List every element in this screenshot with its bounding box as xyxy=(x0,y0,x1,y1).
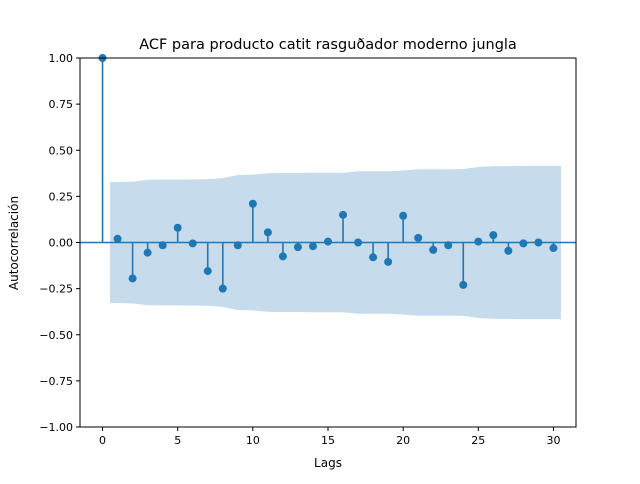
x-tick-label: 30 xyxy=(546,434,560,447)
x-tick-label: 0 xyxy=(99,434,106,447)
acf-point xyxy=(444,241,453,250)
acf-point xyxy=(369,253,378,262)
acf-point xyxy=(113,234,122,243)
acf-point xyxy=(263,228,272,237)
y-tick-label: −0.50 xyxy=(39,329,73,342)
acf-point xyxy=(218,284,227,293)
acf-point xyxy=(384,257,393,266)
acf-point xyxy=(188,239,197,248)
stem-layer xyxy=(98,54,558,293)
acf-point xyxy=(293,243,302,252)
acf-point xyxy=(308,242,317,251)
acf-point xyxy=(248,199,257,208)
acf-point xyxy=(354,238,363,247)
y-tick-label: 0.75 xyxy=(49,98,74,111)
y-tick-label: 0.50 xyxy=(49,144,74,157)
acf-point xyxy=(459,280,468,289)
acf-point xyxy=(429,245,438,254)
acf-point xyxy=(128,274,137,283)
x-tick-label: 20 xyxy=(396,434,410,447)
acf-point xyxy=(143,248,152,257)
y-tick-label: −0.25 xyxy=(39,283,73,296)
x-axis-label: Lags xyxy=(314,456,342,470)
acf-point xyxy=(158,241,167,250)
chart-title: ACF para producto catit rasguðador moder… xyxy=(139,37,517,53)
acf-point xyxy=(504,246,513,255)
acf-point xyxy=(549,244,558,253)
y-tick-label: −1.00 xyxy=(39,421,73,434)
acf-point xyxy=(534,238,543,247)
y-tick-label: −0.75 xyxy=(39,375,73,388)
x-tick-label: 25 xyxy=(471,434,485,447)
acf-point xyxy=(278,252,287,261)
y-tick-label: 0.25 xyxy=(49,190,74,203)
acf-point xyxy=(324,237,332,246)
acf-point xyxy=(489,231,498,240)
acf-point xyxy=(414,233,423,242)
acf-point xyxy=(339,210,348,219)
x-tick-label: 10 xyxy=(246,434,260,447)
acf-point xyxy=(399,211,408,220)
acf-point xyxy=(474,237,483,246)
acf-point xyxy=(233,241,242,250)
acf-point xyxy=(173,223,182,232)
acf-point xyxy=(203,267,212,276)
x-tick-label: 15 xyxy=(321,434,335,447)
x-tick-layer: 0 5 10 15 20 25 30 xyxy=(99,427,560,447)
y-tick-label: 0.00 xyxy=(49,237,74,250)
y-tick-label: 1.00 xyxy=(49,52,74,65)
y-axis-label: Autocorrelación xyxy=(7,196,21,290)
acf-point xyxy=(519,239,528,248)
y-tick-layer: −1.00 −0.75 −0.50 −0.25 0.00 0.25 0.50 0.75 1.00 xyxy=(39,52,80,434)
x-tick-label: 5 xyxy=(174,434,181,447)
